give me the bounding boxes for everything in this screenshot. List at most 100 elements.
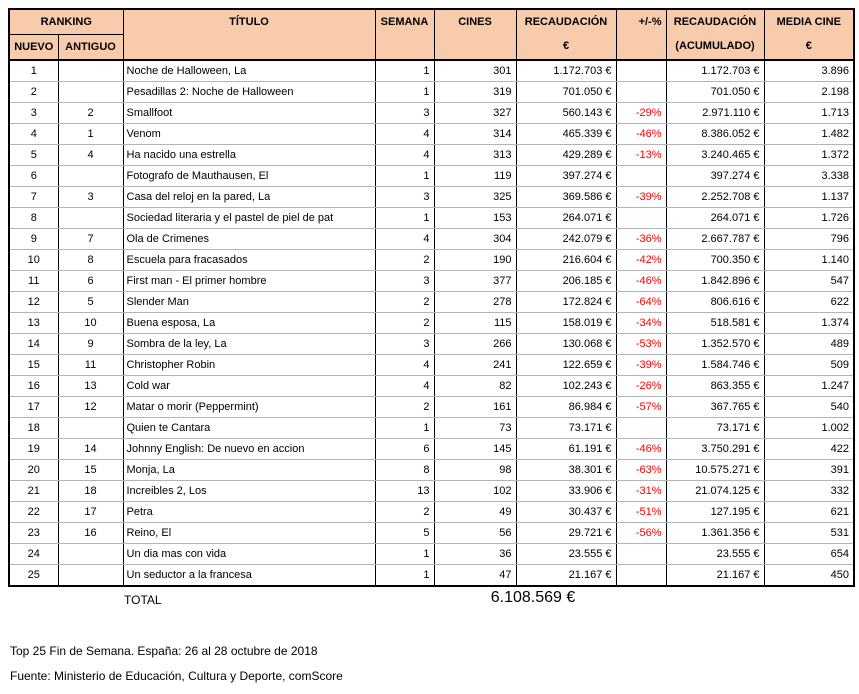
cell-change-pct: -53% (615, 333, 667, 355)
cell-rank-new: 8 (8, 207, 59, 229)
cell-rank-old: 16 (57, 522, 124, 544)
cell-cinemas: 145 (433, 438, 517, 460)
cell-per-cinema-average: 3.896 (763, 59, 855, 82)
cell-rank-old: 11 (57, 354, 124, 376)
cell-cumulative-gross: 2.252.708 € (665, 186, 765, 208)
table-row: 19 14 Johnny English: De nuevo en accion… (8, 438, 855, 460)
cell-per-cinema-average: 489 (763, 333, 855, 355)
header-acumulado-line1: RECAUDACIÓN (673, 16, 757, 28)
cell-rank-old: 5 (57, 291, 124, 313)
cell-rank-new: 18 (8, 417, 59, 439)
cell-cinemas: 82 (433, 375, 517, 397)
cell-title: First man - El primer hombre (122, 270, 376, 292)
cell-change-pct: -39% (615, 354, 667, 376)
cell-per-cinema-average: 1.482 (763, 123, 855, 145)
cell-per-cinema-average: 1.726 (763, 207, 855, 229)
table-row: 1 Noche de Halloween, La 1 301 1.172.703… (8, 59, 855, 82)
cell-title: Christopher Robin (122, 354, 376, 376)
cell-gross: 1.172.703 € (515, 59, 617, 82)
cell-cinemas: 325 (433, 186, 517, 208)
table-row: 22 17 Petra 2 49 30.437 € -51% 127.195 €… (8, 501, 855, 523)
cell-week: 3 (374, 102, 435, 124)
cell-rank-old: 6 (57, 270, 124, 292)
table-row: 15 11 Christopher Robin 4 241 122.659 € … (8, 354, 855, 376)
cell-per-cinema-average: 796 (763, 228, 855, 250)
cell-gross: 21.167 € (515, 564, 617, 587)
header-pct: +/-% (615, 8, 667, 61)
cell-per-cinema-average: 1.002 (763, 417, 855, 439)
cell-rank-new: 19 (8, 438, 59, 460)
cell-change-pct: -13% (615, 144, 667, 166)
cell-cinemas: 301 (433, 59, 517, 82)
header-recaudacion: RECAUDACIÓN € (515, 8, 617, 61)
cell-cinemas: 377 (433, 270, 517, 292)
cell-title: Quien te Cantara (122, 417, 376, 439)
header-cines: CINES (433, 8, 517, 61)
cell-gross: 61.191 € (515, 438, 617, 460)
cell-change-pct (615, 417, 667, 439)
cell-gross: 23.555 € (515, 543, 617, 565)
cell-cinemas: 98 (433, 459, 517, 481)
cell-gross: 242.079 € (515, 228, 617, 250)
header-media-cine-line1: MEDIA CINE (776, 16, 841, 28)
header-recaudacion-line2: € (562, 40, 570, 52)
box-office-report: RANKING TÍTULO SEMANA CINES RECAUDACIÓN … (8, 8, 855, 689)
table-row: 18 Quien te Cantara 1 73 73.171 € 73.171… (8, 417, 855, 439)
cell-gross: 158.019 € (515, 312, 617, 334)
total-value: 6.108.569 € (490, 589, 576, 606)
table-row: 8 Sociedad literaria y el pastel de piel… (8, 207, 855, 229)
cell-change-pct (615, 165, 667, 187)
cell-per-cinema-average: 1.372 (763, 144, 855, 166)
cell-rank-old: 1 (57, 123, 124, 145)
cell-rank-old (57, 417, 124, 439)
cell-per-cinema-average: 2.198 (763, 81, 855, 103)
cell-rank-new: 14 (8, 333, 59, 355)
header-acumulado: RECAUDACIÓN (ACUMULADO) (665, 8, 765, 61)
cell-gross: 429.289 € (515, 144, 617, 166)
cell-cinemas: 190 (433, 249, 517, 271)
cell-per-cinema-average: 621 (763, 501, 855, 523)
header-titulo: TÍTULO (122, 8, 376, 61)
cell-title: Buena esposa, La (122, 312, 376, 334)
footer-source: Fuente: Ministerio de Educación, Cultura… (10, 669, 343, 683)
cell-change-pct: -63% (615, 459, 667, 481)
cell-gross: 30.437 € (515, 501, 617, 523)
cell-rank-old: 2 (57, 102, 124, 124)
box-office-table: RANKING TÍTULO SEMANA CINES RECAUDACIÓN … (8, 8, 855, 587)
cell-change-pct (615, 59, 667, 82)
table-row: 9 7 Ola de Crimenes 4 304 242.079 € -36%… (8, 228, 855, 250)
cell-title: Petra (122, 501, 376, 523)
cell-week: 8 (374, 459, 435, 481)
cell-title: Slender Man (122, 291, 376, 313)
cell-per-cinema-average: 509 (763, 354, 855, 376)
cell-week: 2 (374, 249, 435, 271)
cell-rank-old (57, 59, 124, 82)
cell-rank-old: 8 (57, 249, 124, 271)
cell-title: Sociedad literaria y el pastel de piel d… (122, 207, 376, 229)
footer-period: Top 25 Fin de Semana. España: 26 al 28 o… (10, 644, 318, 658)
table-row: 21 18 Increibles 2, Los 13 102 33.906 € … (8, 480, 855, 502)
header-semana: SEMANA (374, 8, 435, 61)
cell-cinemas: 314 (433, 123, 517, 145)
cell-gross: 122.659 € (515, 354, 617, 376)
table-header: RANKING TÍTULO SEMANA CINES RECAUDACIÓN … (8, 8, 855, 61)
cell-rank-new: 1 (8, 59, 59, 82)
table-row: 11 6 First man - El primer hombre 3 377 … (8, 270, 855, 292)
cell-rank-old: 10 (57, 312, 124, 334)
cell-rank-old: 3 (57, 186, 124, 208)
cell-cumulative-gross: 2.971.110 € (665, 102, 765, 124)
cell-cinemas: 56 (433, 522, 517, 544)
cell-title: Monja, La (122, 459, 376, 481)
cell-rank-new: 21 (8, 480, 59, 502)
cell-per-cinema-average: 332 (763, 480, 855, 502)
cell-rank-new: 24 (8, 543, 59, 565)
table-row: 5 4 Ha nacido una estrella 4 313 429.289… (8, 144, 855, 166)
cell-rank-new: 9 (8, 228, 59, 250)
cell-week: 1 (374, 59, 435, 82)
cell-title: Venom (122, 123, 376, 145)
cell-gross: 29.721 € (515, 522, 617, 544)
cell-per-cinema-average: 391 (763, 459, 855, 481)
cell-change-pct: -56% (615, 522, 667, 544)
cell-rank-new: 16 (8, 375, 59, 397)
cell-gross: 701.050 € (515, 81, 617, 103)
